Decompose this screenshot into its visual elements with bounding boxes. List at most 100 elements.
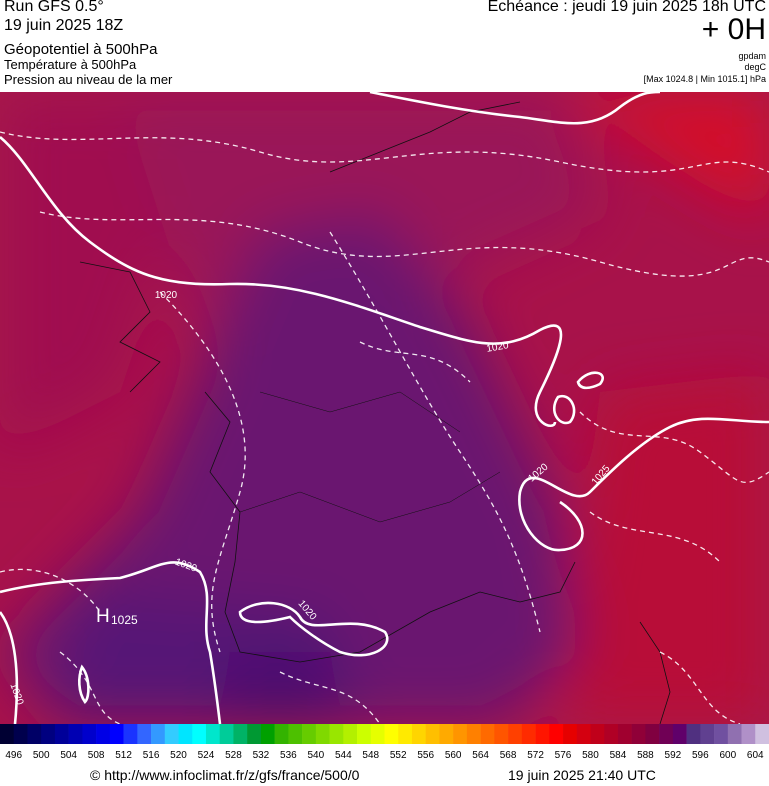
color-swatch [411, 724, 426, 744]
isobar-label: 1020 [155, 290, 178, 301]
isobar-label: 1020 [486, 340, 510, 355]
color-swatch [659, 724, 674, 744]
colorbar-label: 568 [500, 750, 517, 761]
color-swatch [288, 724, 303, 744]
colorbar-label: 540 [307, 750, 324, 761]
color-swatch [590, 724, 605, 744]
color-swatch [274, 724, 289, 744]
colorbar-label: 500 [33, 750, 50, 761]
colorbar-label: 560 [445, 750, 462, 761]
color-swatch [260, 724, 275, 744]
color-swatch [645, 724, 660, 744]
colorbar-label: 520 [170, 750, 187, 761]
color-swatch [123, 724, 138, 744]
colorbar-label: 556 [417, 750, 434, 761]
colorbar-label: 528 [225, 750, 242, 761]
colorbar-label: 584 [610, 750, 627, 761]
color-swatch [247, 724, 262, 744]
isobars [0, 92, 769, 724]
color-swatch [494, 724, 509, 744]
color-swatch [425, 724, 440, 744]
color-swatch [27, 724, 42, 744]
color-swatch [192, 724, 207, 744]
color-swatch [535, 724, 550, 744]
forecast: Echéance : jeudi 19 juin 2025 18h UTC [487, 0, 766, 15]
color-swatch [686, 724, 701, 744]
colorbar-label: 552 [390, 750, 407, 761]
colorbar-label: 504 [60, 750, 77, 761]
color-swatch [672, 724, 687, 744]
colorbar-label: 548 [362, 750, 379, 761]
color-swatch [0, 724, 15, 744]
color-swatch [82, 724, 97, 744]
colorbar-label: 564 [472, 750, 489, 761]
colorbar-label: 536 [280, 750, 297, 761]
color-swatch [466, 724, 481, 744]
color-swatch [741, 724, 756, 744]
color-swatch [329, 724, 344, 744]
colorbar-label: 592 [665, 750, 682, 761]
color-swatch [439, 724, 454, 744]
color-swatch [302, 724, 317, 744]
color-swatch [714, 724, 729, 744]
color-swatch [164, 724, 179, 744]
field: Pression au niveau de la mer [4, 72, 173, 87]
color-swatch [68, 724, 83, 744]
colorbar-label: 544 [335, 750, 352, 761]
unit: gpdam [738, 51, 766, 61]
field: Géopotentiel à 500hPa [4, 41, 158, 58]
color-swatch [54, 724, 69, 744]
colorbar-label: 588 [637, 750, 654, 761]
color-swatch [178, 724, 193, 744]
color-swatch [727, 724, 742, 744]
temperature-field [0, 92, 769, 724]
color-swatch [453, 724, 468, 744]
color-swatch [755, 724, 769, 744]
high-value: 1025 [111, 613, 138, 627]
run: Run GFS 0.5° [4, 0, 104, 15]
pressure-range: [Max 1024.8 | Min 1015.1] hPa [643, 74, 766, 84]
color-swatch [549, 724, 564, 744]
source-url: © http://www.infoclimat.fr/z/gfs/france/… [90, 767, 360, 783]
color-swatch [13, 724, 28, 744]
color-swatch [563, 724, 578, 744]
color-swatch [219, 724, 234, 744]
colorbar: 496 500 504 508 512 516 520 524 528 532 536 540 544 5… [0, 724, 769, 761]
colorbar-label: 508 [88, 750, 105, 761]
color-swatch [109, 724, 124, 744]
colorbar-label: 572 [527, 750, 544, 761]
field: Température à 500hPa [4, 57, 137, 72]
coastlines [79, 101, 671, 724]
colorbar-label: 580 [582, 750, 599, 761]
color-swatch [151, 724, 166, 744]
color-swatch [700, 724, 715, 744]
color-swatch [41, 724, 56, 744]
color-swatch [521, 724, 536, 744]
colorbar-label: 600 [719, 750, 736, 761]
colorbar-label: 576 [555, 750, 572, 761]
high-symbol: H [96, 606, 110, 627]
color-swatch [315, 724, 330, 744]
color-swatch [631, 724, 646, 744]
color-swatch [357, 724, 372, 744]
color-swatch [137, 724, 152, 744]
color-swatch [604, 724, 619, 744]
temperature-contours [0, 131, 769, 724]
colorbar-label: 512 [115, 750, 132, 761]
colorbar-label: 516 [143, 750, 160, 761]
colorbar-label: 532 [253, 750, 270, 761]
color-swatch [96, 724, 111, 744]
color-swatch [343, 724, 358, 744]
colorbar-label: 604 [747, 750, 764, 761]
color-swatch [480, 724, 495, 744]
colorbar-label: 496 [5, 750, 22, 761]
color-swatch [508, 724, 523, 744]
color-swatch [384, 724, 399, 744]
colorbar-label: 596 [692, 750, 709, 761]
color-swatch [617, 724, 632, 744]
color-swatch [370, 724, 385, 744]
timestamp: 19 juin 2025 21:40 UTC [508, 767, 656, 783]
run-date: 19 juin 2025 18Z [4, 17, 124, 34]
